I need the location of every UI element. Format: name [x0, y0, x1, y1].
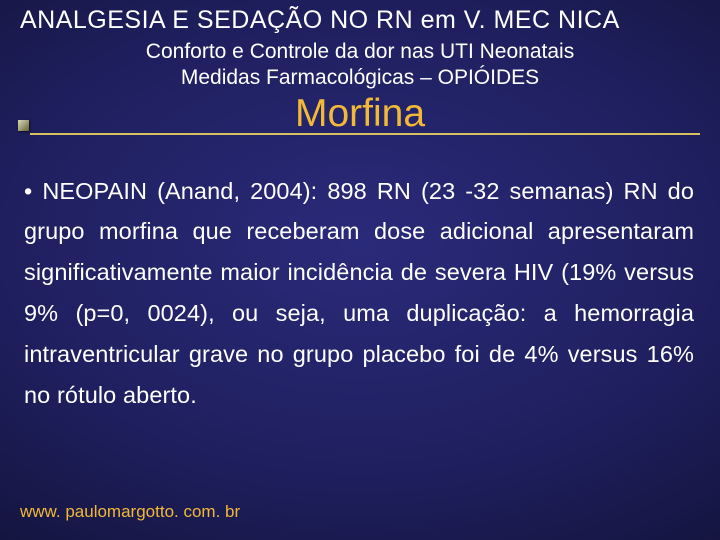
subtitle-line-2: Medidas Farmacológicas – OPIÓIDES: [20, 65, 700, 91]
slide-subtitle: Conforto e Controle da dor nas UTI Neona…: [20, 39, 700, 92]
subtitle-line-1: Conforto e Controle da dor nas UTI Neona…: [20, 39, 700, 65]
slide: ANALGESIA E SEDAÇÃO NO RN em V. MEC NICA…: [0, 0, 720, 540]
section-heading-wrap: Morfina: [20, 94, 700, 133]
heading-underline: [30, 133, 700, 135]
section-heading: Morfina: [20, 94, 700, 133]
body-paragraph: • NEOPAIN (Anand, 2004): 898 RN (23 -32 …: [20, 171, 700, 416]
footer-url: www. paulomargotto. com. br: [20, 502, 240, 522]
bullet-square-icon: [18, 120, 29, 131]
slide-title: ANALGESIA E SEDAÇÃO NO RN em V. MEC NICA: [20, 6, 700, 35]
